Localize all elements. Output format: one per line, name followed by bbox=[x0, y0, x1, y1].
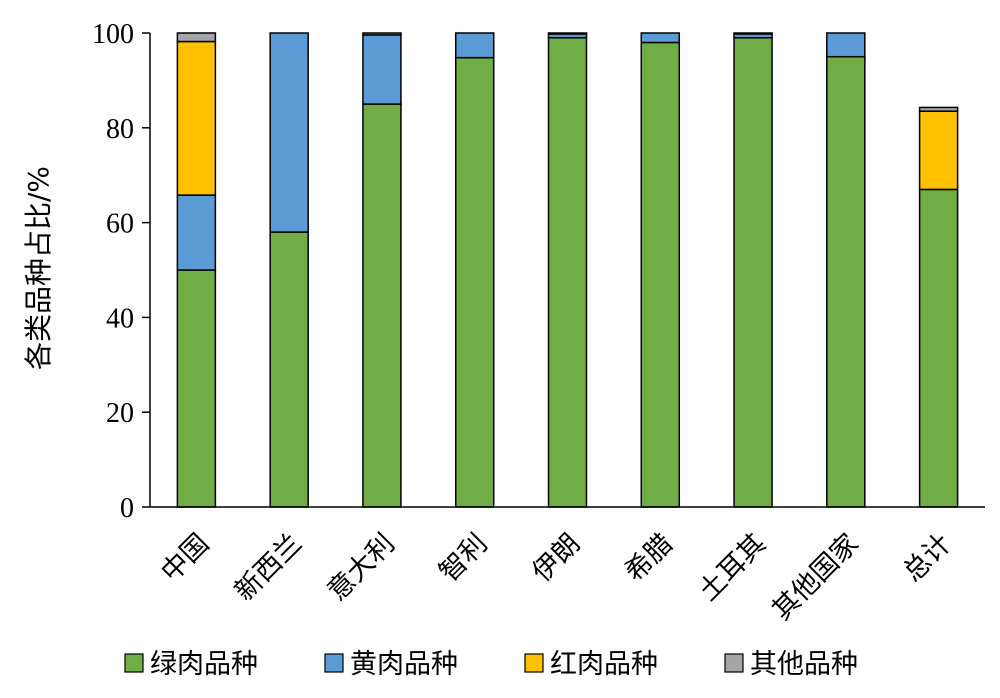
legend-swatch bbox=[524, 653, 544, 673]
bar-segment bbox=[826, 32, 866, 58]
x-tick-label: 其他国家 bbox=[766, 528, 864, 626]
x-tick-label: 总计 bbox=[897, 528, 957, 588]
bar-segment bbox=[733, 32, 773, 35]
x-tick-label: 中国 bbox=[155, 528, 215, 588]
bar-segment bbox=[362, 103, 402, 508]
y-tick-label: 60 bbox=[106, 209, 134, 240]
bar-segment bbox=[176, 269, 217, 508]
y-tick-label: 80 bbox=[106, 114, 134, 145]
legend-swatch bbox=[724, 653, 744, 673]
bar-segment bbox=[362, 32, 402, 36]
x-tick-label: 土耳其 bbox=[693, 528, 772, 607]
bar-segment bbox=[454, 32, 495, 59]
legend-swatch bbox=[324, 653, 344, 673]
legend-label: 黄肉品种 bbox=[350, 649, 458, 680]
y-tick-label: 20 bbox=[106, 398, 134, 429]
y-tick-label: 100 bbox=[92, 19, 134, 50]
bar-segment bbox=[176, 40, 217, 196]
bar-segment bbox=[547, 32, 588, 35]
y-axis: 0 20 40 60 80 100 bbox=[92, 19, 151, 524]
bar-segment bbox=[640, 32, 681, 44]
x-tick-label: 智利 bbox=[434, 528, 494, 588]
x-tick-label: 伊朗 bbox=[526, 528, 586, 588]
bar-segment bbox=[547, 36, 588, 508]
bar-segment bbox=[269, 32, 309, 233]
bar-segment bbox=[454, 56, 495, 508]
legend-label: 红肉品种 bbox=[550, 649, 658, 680]
bars bbox=[176, 32, 959, 508]
bar-segment bbox=[176, 32, 217, 43]
bar-segment bbox=[918, 188, 959, 508]
bar-segment bbox=[826, 55, 866, 508]
bar-segment bbox=[362, 34, 402, 105]
bar-segment bbox=[733, 36, 773, 508]
bar-segment bbox=[176, 194, 217, 271]
y-tick-label: 0 bbox=[120, 493, 134, 524]
y-tick-label: 40 bbox=[106, 303, 134, 334]
y-axis-label: 各类品种占比/% bbox=[22, 166, 55, 370]
bar-segment bbox=[918, 106, 959, 112]
x-tick-label: 新西兰 bbox=[229, 528, 308, 607]
bar-segment bbox=[640, 41, 681, 508]
legend: 绿肉品种 黄肉品种 红肉品种 其他品种 bbox=[124, 649, 858, 680]
legend-label: 绿肉品种 bbox=[150, 649, 258, 680]
x-tick-label: 希腊 bbox=[619, 528, 679, 588]
x-tick-label: 意大利 bbox=[322, 528, 401, 607]
bar-segment bbox=[269, 231, 309, 508]
legend-label: 其他品种 bbox=[750, 649, 858, 680]
legend-swatch bbox=[124, 653, 144, 673]
bar-segment bbox=[918, 110, 959, 191]
